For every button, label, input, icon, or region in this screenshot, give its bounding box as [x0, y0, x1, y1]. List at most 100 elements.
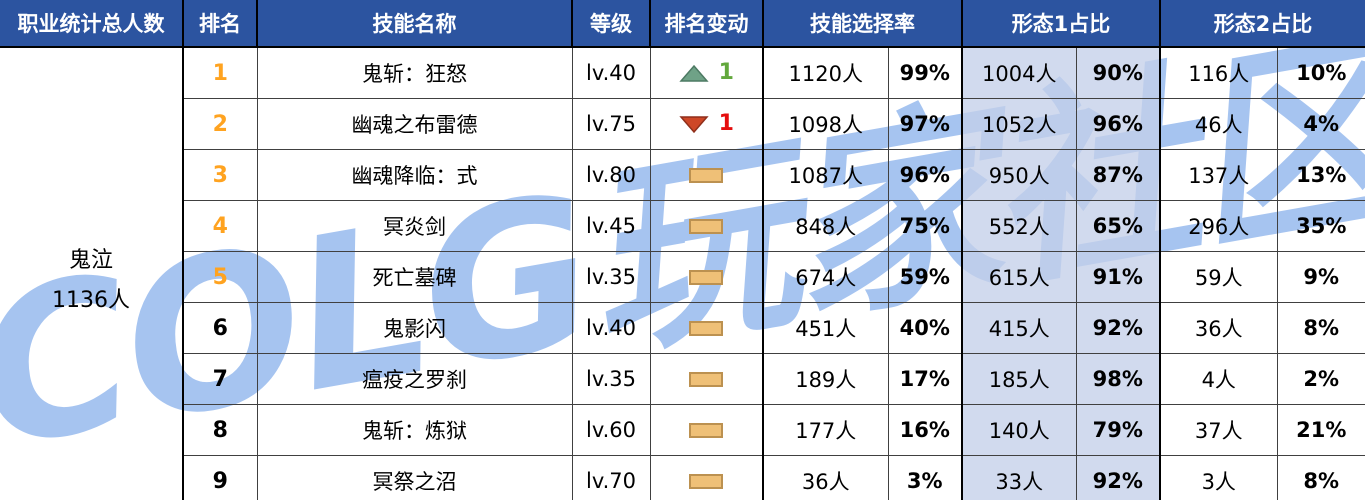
header-class-total: 职业统计总人数: [0, 0, 184, 48]
level-cell: lv.80: [571, 149, 651, 201]
form2-pct-cell: 8%: [1276, 302, 1365, 354]
form1-count-cell: 1052人: [961, 98, 1077, 150]
table-row: 7 瘟疫之罗刹 lv.35 189人 17% 185人 98% 4人 2%: [0, 353, 1365, 405]
class-name: 鬼泣: [68, 247, 113, 273]
rank-change-cell: [649, 353, 764, 405]
form1-pct-cell: 79%: [1075, 404, 1161, 456]
selection-count-cell: 1087人: [762, 149, 889, 201]
form2-pct-cell: 10%: [1276, 46, 1365, 99]
form1-pct-cell: 98%: [1075, 353, 1161, 405]
form2-count-cell: 296人: [1159, 200, 1278, 252]
form1-count-cell: 415人: [961, 302, 1077, 354]
form2-pct-cell: 35%: [1276, 200, 1365, 252]
table-row: 8 鬼斩：炼狱 lv.60 177人 16% 140人 79% 37人 21%: [0, 404, 1365, 456]
table-body: 鬼泣 1136人 1 鬼斩：狂怒 lv.40 1 1120人 99% 1004人 90% 116人 1…: [0, 46, 1365, 500]
form2-count-cell: 137人: [1159, 149, 1278, 201]
form1-count-cell: 950人: [961, 149, 1077, 201]
rank-change-cell: 1: [649, 98, 764, 150]
selection-pct-cell: 59%: [887, 251, 963, 303]
level-cell: lv.60: [571, 404, 651, 456]
form2-count-cell: 46人: [1159, 98, 1278, 150]
header-rank: 排名: [182, 0, 258, 48]
level-cell: lv.45: [571, 200, 651, 252]
selection-count-cell: 674人: [762, 251, 889, 303]
rank-change-indicator: 1: [651, 99, 763, 149]
rank-cell: 3: [182, 149, 258, 201]
rank-same-icon: [689, 167, 724, 183]
rank-cell: 4: [182, 200, 258, 252]
selection-count-cell: 1120人: [762, 46, 889, 99]
level-cell: lv.40: [571, 46, 651, 99]
selection-count-cell: 177人: [762, 404, 889, 456]
form2-count-cell: 36人: [1159, 302, 1278, 354]
form2-count-cell: 3人: [1159, 455, 1278, 500]
skill-name-cell: 鬼斩：炼狱: [256, 404, 573, 456]
header-form2-ratio: 形态2占比: [1159, 0, 1365, 48]
table-row: 6 鬼影闪 lv.40 451人 40% 415人 92% 36人 8%: [0, 302, 1365, 354]
rank-change-indicator: [651, 252, 763, 302]
rank-change-value: 1: [718, 111, 734, 136]
rank-change-cell: [649, 302, 764, 354]
rank-change-indicator: [651, 405, 763, 455]
rank-cell: 5: [182, 251, 258, 303]
form1-count-cell: 33人: [961, 455, 1077, 500]
rank-cell: 6: [182, 302, 258, 354]
header-skill-name: 技能名称: [256, 0, 573, 48]
level-cell: lv.70: [571, 455, 651, 500]
skill-name-cell: 冥祭之沼: [256, 455, 573, 500]
rank-same-icon: [689, 371, 724, 387]
form1-count-cell: 552人: [961, 200, 1077, 252]
header-level: 等级: [571, 0, 651, 48]
table-row: 4 冥炎剑 lv.45 848人 75% 552人 65% 296人 35%: [0, 200, 1365, 252]
form2-count-cell: 4人: [1159, 353, 1278, 405]
rank-cell: 8: [182, 404, 258, 456]
rank-change-indicator: [651, 354, 763, 404]
selection-pct-cell: 17%: [887, 353, 963, 405]
rank-up-icon: [678, 64, 709, 82]
form2-pct-cell: 4%: [1276, 98, 1365, 150]
rank-change-indicator: [651, 150, 763, 200]
selection-count-cell: 848人: [762, 200, 889, 252]
rank-change-cell: [649, 404, 764, 456]
form1-pct-cell: 96%: [1075, 98, 1161, 150]
form1-count-cell: 1004人: [961, 46, 1077, 99]
form2-count-cell: 37人: [1159, 404, 1278, 456]
rank-cell: 9: [182, 455, 258, 500]
rank-change-indicator: [651, 303, 763, 353]
rank-change-indicator: [651, 201, 763, 251]
form1-pct-cell: 92%: [1075, 302, 1161, 354]
rank-same-icon: [689, 473, 724, 489]
skill-name-cell: 死亡墓碑: [256, 251, 573, 303]
selection-count-cell: 189人: [762, 353, 889, 405]
form2-pct-cell: 21%: [1276, 404, 1365, 456]
skill-name-cell: 幽魂降临：式: [256, 149, 573, 201]
form1-count-cell: 185人: [961, 353, 1077, 405]
selection-pct-cell: 99%: [887, 46, 963, 99]
table-row: 2 幽魂之布雷德 lv.75 1 1098人 97% 1052人 96% 46人 4%: [0, 98, 1365, 150]
selection-pct-cell: 16%: [887, 404, 963, 456]
form1-pct-cell: 87%: [1075, 149, 1161, 201]
rank-cell: 7: [182, 353, 258, 405]
level-cell: lv.75: [571, 98, 651, 150]
selection-pct-cell: 96%: [887, 149, 963, 201]
selection-pct-cell: 3%: [887, 455, 963, 500]
skill-name-cell: 冥炎剑: [256, 200, 573, 252]
rank-change-indicator: 1: [651, 48, 763, 98]
rank-change-cell: 1: [649, 46, 764, 99]
rank-same-icon: [689, 269, 724, 285]
form1-pct-cell: 92%: [1075, 455, 1161, 500]
rank-change-cell: [649, 200, 764, 252]
form2-pct-cell: 2%: [1276, 353, 1365, 405]
form1-count-cell: 615人: [961, 251, 1077, 303]
selection-count-cell: 451人: [762, 302, 889, 354]
form2-count-cell: 59人: [1159, 251, 1278, 303]
rank-cell: 1: [182, 46, 258, 99]
level-cell: lv.35: [571, 251, 651, 303]
skill-name-cell: 鬼斩：狂怒: [256, 46, 573, 99]
skill-name-cell: 鬼影闪: [256, 302, 573, 354]
selection-count-cell: 36人: [762, 455, 889, 500]
rank-change-indicator: [651, 456, 763, 500]
selection-pct-cell: 40%: [887, 302, 963, 354]
